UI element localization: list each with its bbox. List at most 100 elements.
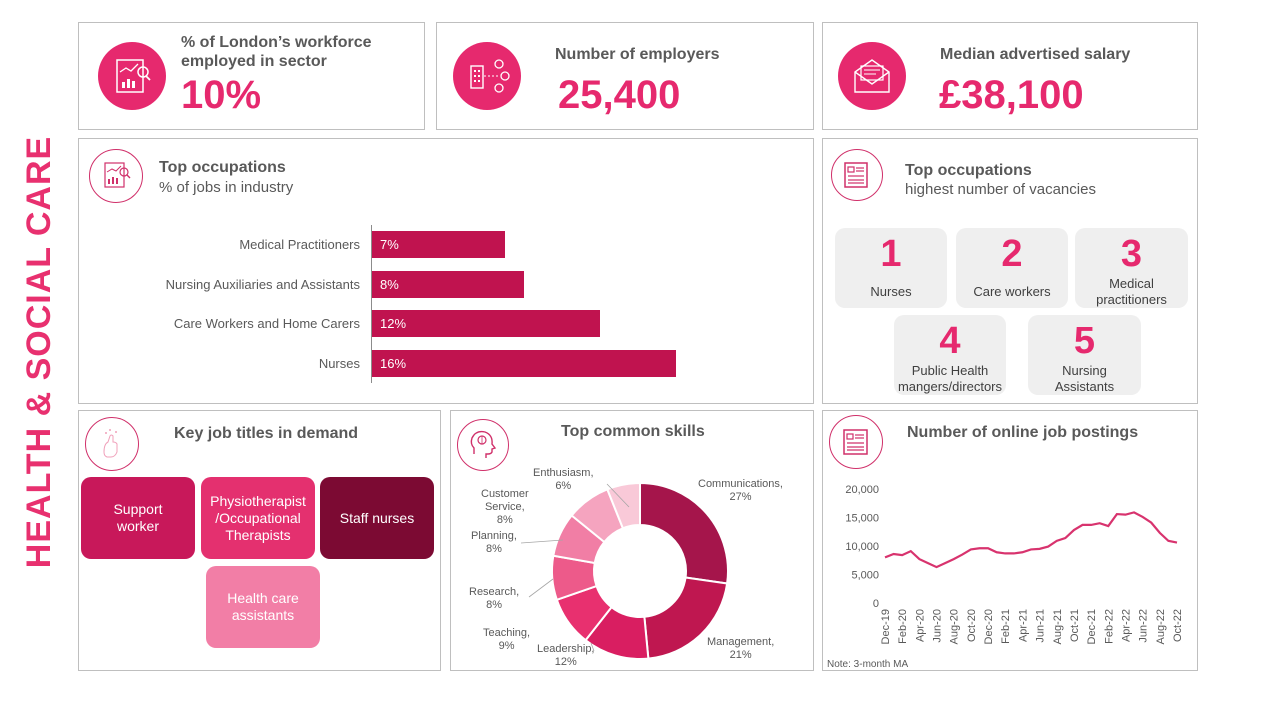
job-titles-title: Key job titles in demand bbox=[174, 425, 359, 442]
building-network-icon bbox=[453, 42, 521, 110]
vacancy-rank-4-name-line1: Public Health bbox=[911, 363, 989, 378]
postings-line bbox=[884, 511, 1178, 569]
x-tick-label: Apr-22 bbox=[1120, 609, 1132, 642]
vacancy-rank-3-number: 3 bbox=[1120, 233, 1143, 275]
x-tick-label: Jun-21 bbox=[1035, 609, 1047, 643]
skill-label-customer-name2: Service, bbox=[484, 501, 525, 513]
job-title-health-care-assistants: Health care assistants bbox=[206, 566, 320, 648]
occupations-vacancy-subtitle: highest number of vacancies bbox=[905, 181, 1096, 198]
x-tick-label: Dec-19 bbox=[880, 609, 892, 644]
kpi-workforce-label: % of London’s workforce employed in sect… bbox=[181, 33, 372, 71]
kpi-employers-label: Number of employers bbox=[555, 46, 720, 63]
skill-label-research: Research, 8% bbox=[469, 586, 519, 612]
vacancy-rank-2-name: Care workers bbox=[973, 284, 1051, 299]
skill-label-management-pct: 21% bbox=[729, 649, 752, 661]
postings-panel: Number of online job postings 0 5,000 10,0… bbox=[822, 410, 1198, 671]
kpi-workforce-panel: % of London’s workforce employed in sect… bbox=[78, 22, 425, 130]
x-tick-label: Dec-21 bbox=[1086, 609, 1098, 644]
kpi-salary-panel: Median advertised salary £38,100 bbox=[822, 22, 1198, 130]
job-titles-panel: Key job titles in demand Support worker P… bbox=[78, 410, 441, 671]
vacancy-rank-4: 4 Public Health mangers/directors bbox=[894, 315, 1006, 395]
document-list-icon bbox=[831, 149, 883, 201]
skills-panel: Top common skills Communications, 27% Man… bbox=[450, 410, 814, 671]
vacancy-rank-2-number: 2 bbox=[1001, 233, 1023, 275]
skill-label-customer-service: Customer Service, 8% bbox=[481, 488, 529, 527]
vacancy-rank-5: 5 Nursing Assistants bbox=[1028, 315, 1141, 395]
kpi-employers-panel: Number of employers 25,400 bbox=[436, 22, 814, 130]
vacancy-rank-2: 2 Care workers bbox=[956, 228, 1068, 308]
job-title-support-line1: Support bbox=[113, 501, 163, 517]
hand-sparkle-icon bbox=[85, 417, 139, 471]
skill-label-management-name: Management, bbox=[707, 636, 775, 648]
job-title-hca-line2: assistants bbox=[231, 607, 295, 623]
occupations-share-subtitle: % of jobs in industry bbox=[159, 179, 294, 196]
vacancy-rank-5-name-line2: Assistants bbox=[1054, 379, 1115, 394]
skill-label-communications: Communications, 27% bbox=[698, 478, 783, 504]
kpi-workforce-value: 10% bbox=[181, 73, 262, 117]
kpi-salary-label: Median advertised salary bbox=[940, 46, 1131, 63]
donut-slice bbox=[643, 576, 729, 660]
occupations-share-title: Top occupations bbox=[159, 159, 286, 176]
vacancy-rank-1-number: 1 bbox=[880, 233, 902, 275]
skills-donut bbox=[520, 481, 729, 660]
job-title-staff-nurses: Staff nurses bbox=[320, 477, 434, 559]
bar-label: Nursing Auxiliaries and Assistants bbox=[165, 276, 360, 292]
kpi-employers-value: 25,400 bbox=[558, 73, 681, 117]
bar: 7% bbox=[372, 231, 505, 258]
skill-label-research-name: Research, bbox=[469, 586, 520, 598]
donut-slice bbox=[639, 481, 729, 585]
skill-label-planning-name: Planning, bbox=[471, 530, 517, 542]
donut-leader-line bbox=[520, 539, 564, 544]
job-title-hca-line1: Health care bbox=[227, 590, 299, 606]
bar-value-label: 12% bbox=[380, 316, 407, 331]
job-title-physiotherapist: Physiotherapist/Occupational Therapists bbox=[201, 477, 315, 559]
bar: 8% bbox=[372, 270, 524, 298]
x-tick-label: Aug-22 bbox=[1155, 609, 1167, 644]
vacancy-rank-4-name-line2: mangers/directors bbox=[897, 379, 1003, 394]
skill-label-leadership-name: Leadership, bbox=[537, 643, 595, 655]
bar-axis-line bbox=[371, 225, 372, 383]
x-tick-label: Feb-22 bbox=[1103, 609, 1115, 644]
kpi-salary-value: £38,100 bbox=[939, 73, 1084, 117]
brain-head-icon bbox=[457, 419, 509, 471]
bar-chart: Medical Practitioners 7% Nursing Auxiliari… bbox=[79, 139, 815, 405]
vacancy-rank-5-name-line1: Nursing bbox=[1062, 363, 1107, 378]
skill-label-management: Management, 21% bbox=[707, 636, 774, 662]
job-title-staff-nurses-label: Staff nurses bbox=[339, 509, 415, 526]
skill-label-leadership: Leadership, 12% bbox=[537, 643, 595, 669]
y-tick-label: 15,000 bbox=[845, 513, 879, 525]
x-tick-label: Dec-20 bbox=[983, 609, 995, 644]
report-chart-icon bbox=[98, 42, 166, 110]
postings-note: Note: 3-month MA bbox=[827, 659, 909, 670]
x-tick-label: Jun-22 bbox=[1138, 609, 1150, 643]
envelope-letter-icon bbox=[838, 42, 906, 110]
x-tick-label: Jun-20 bbox=[932, 609, 944, 643]
donut-leader-line bbox=[590, 642, 595, 652]
vacancy-rank-3: 3 Medical practitioners bbox=[1075, 228, 1188, 308]
y-tick-label: 5,000 bbox=[851, 570, 879, 582]
vacancy-rank-5-number: 5 bbox=[1073, 320, 1096, 362]
skill-label-planning: Planning, 8% bbox=[471, 530, 517, 556]
occupations-vacancy-title: Top occupations bbox=[905, 162, 1032, 179]
bar-value-label: 7% bbox=[380, 237, 399, 252]
bar-label: Care Workers and Home Carers bbox=[173, 316, 360, 331]
donut-leader-line bbox=[606, 483, 630, 508]
kpi-workforce-label-line2: employed in sector bbox=[181, 53, 327, 70]
occupations-share-panel: Top occupations % of jobs in industry Me… bbox=[78, 138, 814, 404]
job-title-physio-line1: Physiotherapist bbox=[210, 492, 306, 509]
y-tick-label: 0 bbox=[873, 598, 879, 610]
skill-label-communications-name: Communications, bbox=[698, 478, 783, 490]
report-chart-outline-icon bbox=[89, 149, 143, 203]
y-tick-label: 10,000 bbox=[845, 541, 879, 553]
x-tick-label: Oct-21 bbox=[1069, 609, 1081, 642]
job-title-support-line2: worker bbox=[116, 518, 159, 534]
vacancy-rank-3-name-line2: practitioners bbox=[1096, 292, 1167, 307]
skill-label-customer-pct: 8% bbox=[496, 514, 513, 526]
vacancy-rank-1: 1 Nurses bbox=[835, 228, 947, 308]
skill-label-teaching-name: Teaching, bbox=[483, 627, 531, 639]
skill-label-research-pct: 8% bbox=[486, 599, 503, 611]
skill-label-leadership-pct: 12% bbox=[554, 656, 577, 668]
bar-value-label: 16% bbox=[380, 355, 407, 371]
bar-label: Medical Practitioners bbox=[239, 237, 360, 252]
skill-label-enthusiasm-name: Enthusiasm, bbox=[533, 467, 594, 479]
